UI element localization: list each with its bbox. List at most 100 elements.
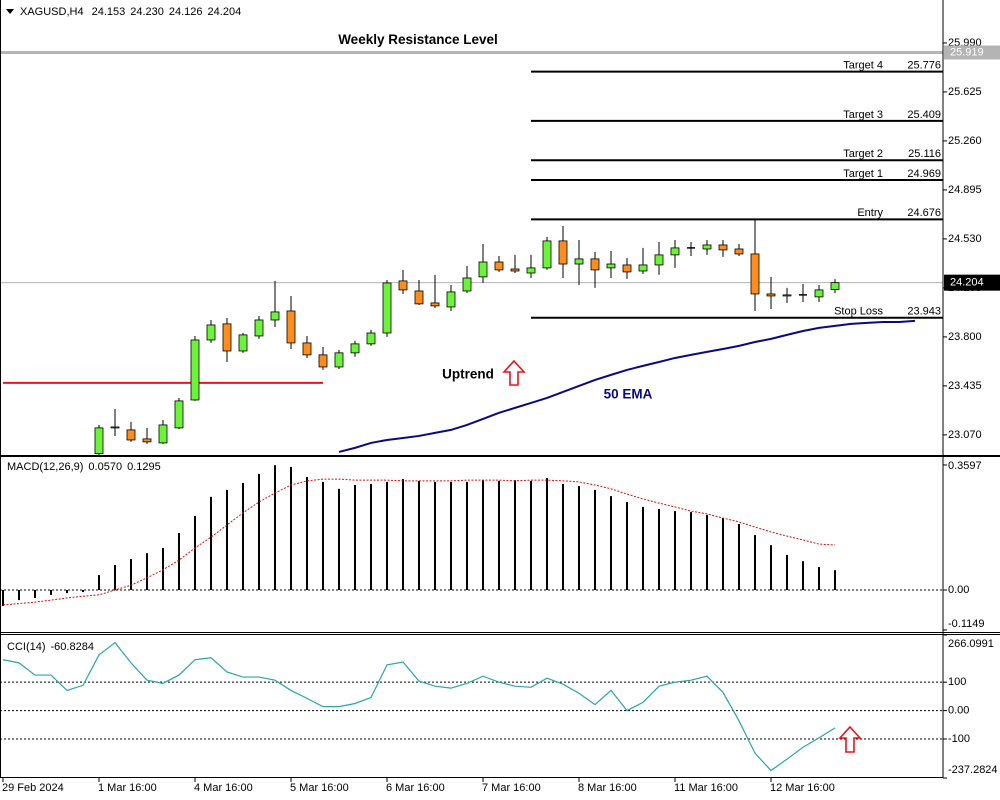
candle-body	[286, 310, 296, 344]
candle-body	[638, 264, 648, 272]
price-box	[944, 274, 1000, 291]
menu-triangle	[6, 9, 14, 14]
symbol: XAGUSD,H4	[20, 6, 84, 18]
candle-body	[222, 323, 232, 352]
level-value: 25.409	[907, 109, 941, 121]
resistance-label: Weekly Resistance Level	[338, 32, 498, 47]
y-tick-label: 0.3597	[948, 460, 982, 472]
level-label: Entry	[857, 207, 883, 219]
y-tick-label: 25.625	[948, 86, 982, 98]
signal-last: 0.1295	[127, 461, 161, 473]
level-value: 25.776	[907, 60, 941, 72]
level-label: Target 2	[843, 148, 883, 160]
candle-body	[750, 253, 760, 295]
candle-body	[478, 261, 488, 278]
candle-body	[814, 289, 824, 298]
y-tick-label: -0.1149	[948, 618, 985, 630]
y-tick-label: 24.530	[948, 233, 982, 245]
candle-body	[430, 302, 440, 307]
y-tick-label: 23.435	[948, 380, 982, 392]
candle-body	[830, 282, 840, 290]
x-tick-label: 4 Mar 16:00	[194, 782, 253, 794]
candle-body	[398, 280, 408, 291]
y-tick-label: -237.2824	[948, 764, 998, 776]
macd-title: MACD(12,26,9)	[7, 461, 83, 473]
y-tick-label: 25.260	[948, 135, 982, 147]
candle-body	[206, 324, 216, 341]
candle-body	[446, 291, 456, 308]
candle-body	[766, 293, 776, 297]
x-tick-label: 1 Mar 16:00	[98, 782, 157, 794]
ema-label: 50 EMA	[604, 387, 653, 402]
x-tick-label: 6 Mar 16:00	[386, 782, 445, 794]
level-label: Target 1	[843, 168, 883, 180]
candle-body	[702, 244, 712, 250]
x-tick-label: 5 Mar 16:00	[290, 782, 349, 794]
cci-pane	[0, 641, 943, 772]
cci-last: -60.8284	[51, 641, 94, 653]
y-tick-label: 0.00	[948, 584, 969, 596]
candle-body	[462, 277, 472, 292]
annotation: Uptrend	[442, 367, 494, 382]
last-low: 24.126	[169, 6, 203, 18]
candle-body	[158, 424, 168, 444]
y-tick-label: 100	[948, 676, 966, 688]
macd-pane	[0, 465, 943, 606]
candle-body	[174, 400, 184, 429]
up-arrow	[502, 359, 526, 386]
level-label: Stop Loss	[834, 306, 883, 318]
candle-body	[734, 248, 744, 255]
y-tick-label: 23.070	[948, 429, 982, 441]
candle-body	[126, 429, 136, 441]
last-high: 24.230	[130, 6, 164, 18]
candle-body	[654, 254, 664, 266]
candle-body	[94, 427, 104, 455]
macd-last: 0.0570	[88, 461, 122, 473]
candle-body	[558, 240, 568, 265]
x-tick-label: 7 Mar 16:00	[482, 782, 541, 794]
y-tick-label: 266.0991	[948, 638, 994, 650]
level-value: 25.116	[908, 148, 941, 160]
candle-body	[254, 319, 264, 337]
candle-body	[238, 334, 248, 352]
signal-line	[2, 478, 836, 606]
candle-body	[142, 438, 152, 443]
candle-body	[526, 267, 536, 274]
last-close: 24.204	[208, 6, 242, 18]
candle-body	[510, 268, 520, 272]
price-pane	[0, 50, 943, 455]
level-value: 24.969	[907, 168, 941, 180]
x-tick-label: 8 Mar 16:00	[578, 782, 637, 794]
price-box-label: 24.204	[950, 277, 984, 289]
y-tick-label: 23.800	[948, 331, 982, 343]
symbol-header: XAGUSD,H4 24.153 24.230 24.126 24.204	[20, 6, 241, 18]
candle-body	[350, 343, 360, 354]
level-label: Target 3	[843, 109, 883, 121]
candle-body	[606, 263, 616, 269]
candle-body	[782, 294, 792, 297]
candle-body	[670, 247, 680, 256]
last-open: 24.153	[92, 6, 126, 18]
y-tick-label: -100	[948, 733, 970, 745]
ema-line	[338, 319, 916, 453]
cci-header: CCI(14) -60.8284	[7, 641, 94, 653]
level-label: Target 4	[843, 60, 883, 72]
cci-title: CCI(14)	[7, 641, 46, 653]
y-tick-label: 24.895	[948, 184, 982, 196]
cci-line	[2, 641, 836, 772]
candle-body	[414, 290, 424, 305]
level-value: 24.676	[907, 207, 941, 219]
candle-body	[622, 264, 632, 273]
resistance-box	[944, 45, 1000, 60]
candle-body	[270, 311, 280, 321]
candle-body	[110, 426, 120, 429]
y-tick-label: 0.00	[948, 704, 969, 716]
x-tick-label: 12 Mar 16:00	[770, 782, 835, 794]
candle-body	[590, 258, 600, 271]
x-tick-label: 11 Mar 16:00	[674, 782, 738, 794]
candle-body	[318, 354, 328, 368]
candle-body	[302, 342, 312, 356]
